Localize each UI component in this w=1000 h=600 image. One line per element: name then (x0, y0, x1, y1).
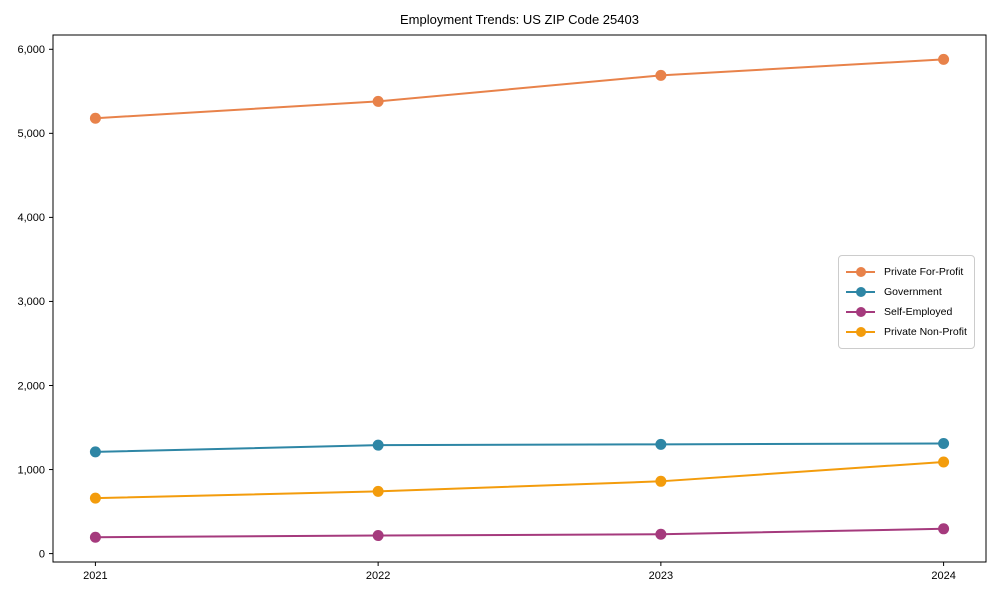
legend-label: Government (884, 286, 942, 298)
y-tick-label: 0 (39, 548, 45, 560)
marker-private-non-profit-2023 (655, 475, 667, 487)
marker-self-employed-2022 (372, 530, 384, 542)
legend-item-private-non-profit: Private Non-Profit (846, 322, 967, 342)
y-tick-label: 4,000 (17, 212, 45, 224)
marker-self-employed-2024 (938, 523, 950, 535)
marker-private-non-profit-2024 (938, 456, 950, 468)
legend-label: Self-Employed (884, 306, 953, 318)
x-tick-label: 2023 (649, 570, 673, 582)
marker-government-2024 (938, 437, 950, 449)
legend-item-self-employed: Self-Employed (846, 302, 966, 322)
marker-private-non-profit-2021 (89, 492, 101, 504)
marker-private-non-profit-2022 (372, 485, 384, 497)
y-tick-label: 1,000 (17, 464, 45, 476)
y-tick-label: 3,000 (17, 296, 45, 308)
legend-label: Private Non-Profit (884, 326, 967, 338)
marker-private-for-profit-2021 (89, 112, 101, 124)
legend-line-marker-icon (846, 267, 875, 278)
legend-item-government: Government (846, 282, 966, 302)
marker-private-for-profit-2024 (938, 53, 950, 65)
line-private-non-profit (95, 460, 944, 500)
x-tick-label: 2022 (366, 570, 390, 582)
marker-government-2023 (655, 438, 667, 450)
marker-government-2022 (372, 439, 384, 451)
legend-label: Private For-Profit (884, 266, 964, 278)
plot-border (52, 34, 987, 563)
line-government (95, 442, 944, 453)
marker-self-employed-2021 (89, 531, 101, 543)
y-tick-label: 6,000 (17, 44, 45, 56)
legend-item-private-for-profit: Private For-Profit (846, 262, 966, 282)
x-tick-label: 2024 (931, 570, 955, 582)
marker-government-2021 (89, 446, 101, 458)
legend: Private For-Profit Government Self-Employe… (838, 255, 975, 349)
legend-line-marker-icon (846, 327, 875, 338)
chart-title: Employment Trends: US ZIP Code 25403 (400, 12, 639, 27)
marker-self-employed-2023 (655, 528, 667, 540)
marker-private-for-profit-2022 (372, 95, 384, 107)
x-tick-label: 2021 (83, 570, 107, 582)
y-tick-label: 5,000 (17, 128, 45, 140)
y-tick-label: 2,000 (17, 380, 45, 392)
legend-line-marker-icon (846, 287, 875, 298)
line-private-for-profit (95, 58, 944, 120)
line-self-employed (95, 527, 944, 539)
legend-line-marker-icon (846, 307, 875, 318)
marker-private-for-profit-2023 (655, 69, 667, 81)
